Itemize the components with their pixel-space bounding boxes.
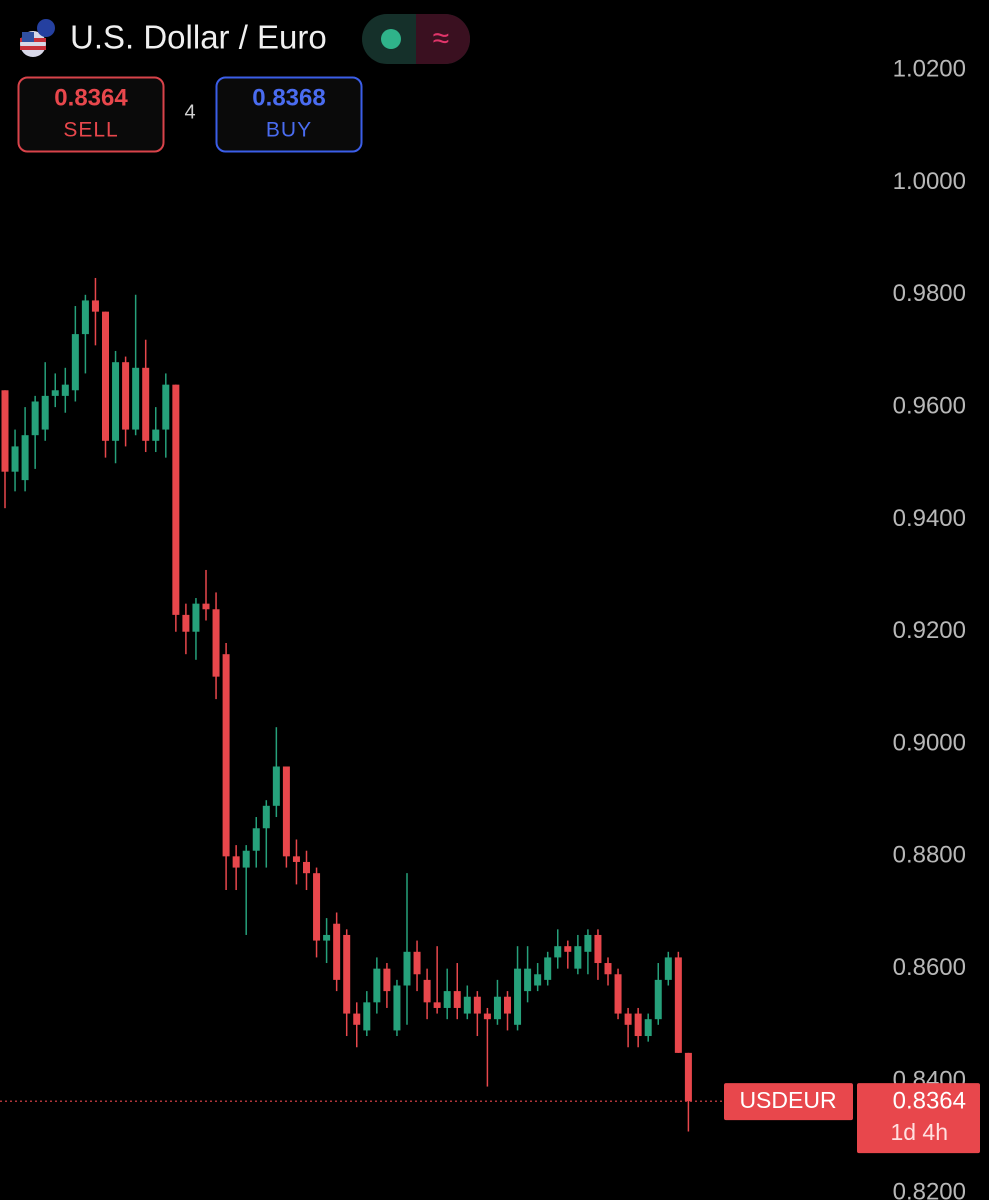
y-tick-label: 0.8200 (893, 1179, 966, 1200)
candle-body (393, 985, 401, 1031)
candle-body (483, 1013, 491, 1020)
candle-body (463, 996, 471, 1014)
y-tick-label: 0.8600 (893, 954, 966, 981)
candle-body (453, 991, 461, 1008)
candle-body (242, 850, 250, 868)
candle-body (363, 1002, 371, 1031)
plot (1, 277, 692, 1132)
candle-body (71, 334, 79, 391)
flag-icon (20, 19, 55, 57)
candle-body (413, 951, 421, 975)
candle-body (574, 946, 582, 969)
candle-body (91, 300, 99, 312)
candle-body (323, 934, 331, 941)
buy-label: BUY (266, 119, 312, 142)
candle-body (564, 946, 572, 952)
candle-body (383, 968, 391, 992)
price-tag: 0.8364 (893, 1088, 966, 1115)
sell-price: 0.8364 (54, 84, 128, 111)
sell-label: SELL (63, 119, 118, 142)
candle-body (524, 968, 532, 992)
candle-body (11, 446, 19, 472)
candle-body (132, 367, 140, 430)
candle-body (584, 934, 592, 952)
indicator-toggle[interactable]: ≈ (362, 14, 470, 64)
candle-body (31, 401, 39, 436)
y-tick-label: 0.9800 (893, 280, 966, 307)
candle-body (262, 805, 270, 829)
y-tick-label: 0.9400 (893, 505, 966, 532)
candle-body (634, 1013, 642, 1037)
candle-body (423, 979, 431, 1003)
candle-body (684, 1052, 692, 1102)
countdown: 1d 4h (890, 1119, 948, 1145)
candle-body (554, 946, 562, 958)
symbol-tag: USDEUR (739, 1087, 836, 1113)
instrument-title: U.S. Dollar / Euro (70, 19, 327, 56)
sell-button[interactable]: 0.8364 SELL (17, 76, 165, 153)
candle-body (443, 991, 451, 1008)
candle-body (333, 923, 341, 980)
candle-body (81, 300, 89, 335)
candle-body (624, 1013, 632, 1025)
candle-body (674, 957, 682, 1053)
candle-body (654, 979, 662, 1020)
candle-body (122, 362, 130, 430)
candle-body (222, 654, 230, 857)
candle-body (433, 1002, 441, 1008)
spread: 4 (184, 101, 195, 123)
candle-body (51, 390, 59, 396)
y-tick-label: 1.0200 (893, 56, 966, 83)
candle-body (21, 435, 29, 481)
candle-body (172, 384, 180, 615)
candle-body (102, 311, 109, 441)
candle-body (61, 384, 69, 396)
candle-body (664, 957, 672, 980)
candle-body (272, 766, 280, 806)
candle-body (473, 996, 481, 1014)
y-tick-label: 1.0000 (893, 168, 966, 195)
candle-body (142, 367, 150, 441)
buy-price: 0.8368 (252, 84, 325, 111)
buy-button[interactable]: 0.8368 BUY (215, 76, 363, 153)
candle-body (493, 996, 501, 1020)
svg-text:≈: ≈ (433, 22, 449, 55)
candle-body (504, 996, 511, 1014)
candle-body (534, 974, 542, 986)
candle-body (212, 609, 220, 677)
candle-body (112, 362, 120, 441)
y-tick-label: 0.9600 (893, 392, 966, 419)
candle-body (544, 957, 552, 980)
candle-body (1, 390, 9, 472)
candle-body (182, 614, 190, 632)
candle-body (41, 395, 49, 430)
candle-body (604, 963, 612, 975)
y-tick-label: 0.8800 (893, 842, 966, 869)
candle-body (403, 951, 411, 986)
candle-body (252, 828, 260, 851)
symbol-tag-bg (724, 1083, 853, 1121)
candle-body (644, 1019, 652, 1037)
candle-body (162, 384, 170, 430)
candle-body (192, 603, 200, 632)
candle-body (292, 856, 300, 862)
candle-body (594, 934, 602, 964)
candle-body (614, 974, 622, 1014)
candle-body (282, 766, 290, 857)
candle-body (152, 429, 160, 441)
candle-body (313, 873, 321, 941)
candle-body (202, 603, 210, 610)
candle-body (232, 856, 240, 868)
price-tag-bg (857, 1083, 980, 1154)
candle-body (343, 934, 351, 1014)
candle-body (353, 1013, 361, 1025)
y-tick-label: 0.9000 (893, 729, 966, 756)
candle-body (373, 968, 381, 1003)
y-tick-label: 0.9200 (893, 617, 966, 644)
candle-body (514, 968, 522, 1025)
candle-body (303, 861, 310, 874)
